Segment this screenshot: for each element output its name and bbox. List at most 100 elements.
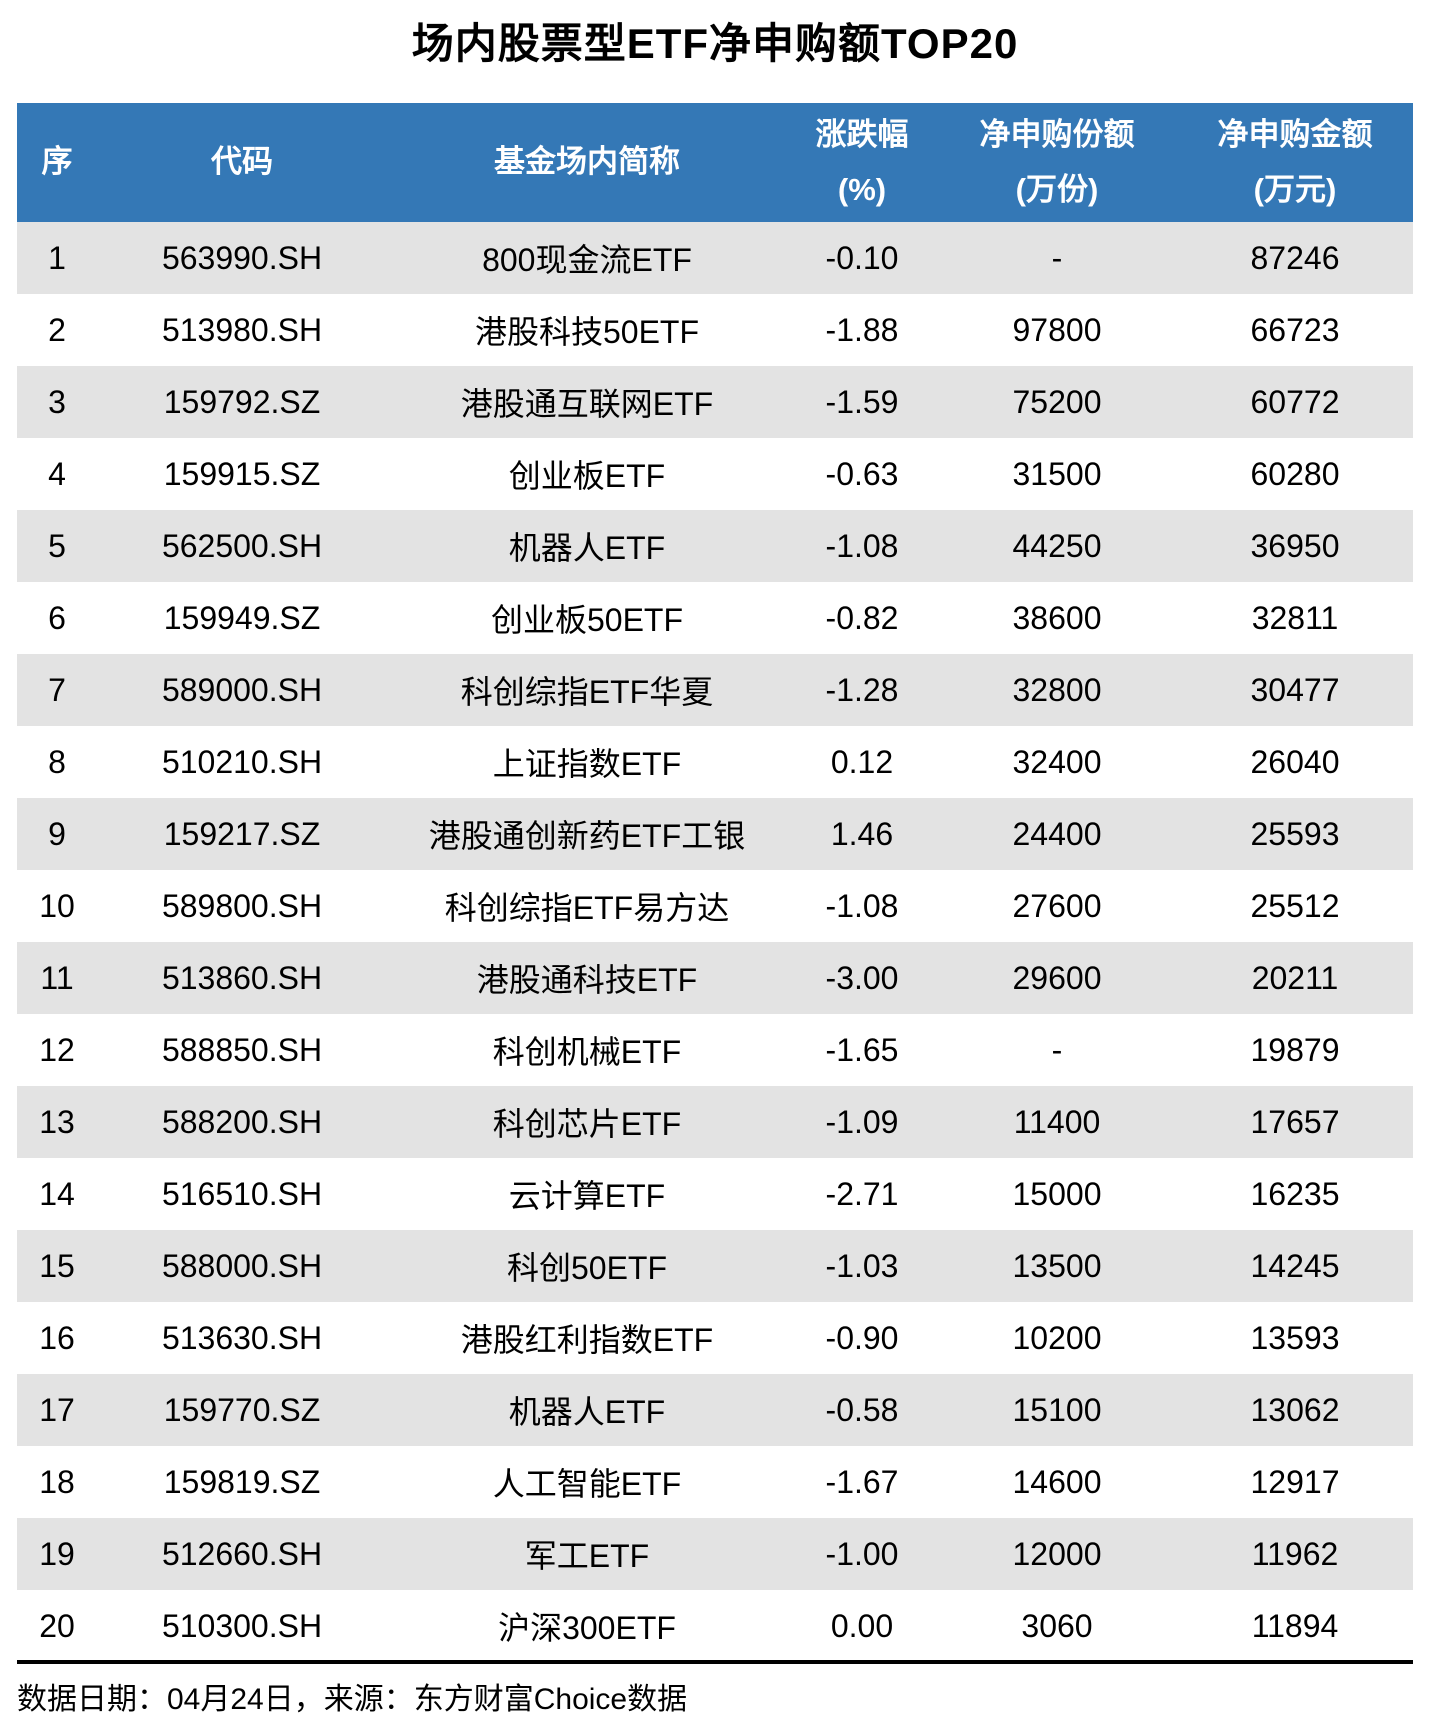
change-cell: 1.46 xyxy=(830,815,894,852)
code-cell: 159770.SZ xyxy=(163,1391,321,1428)
table-row: 9 159217.SZ 港股通创新药ETF工银 1.46 24400 25593 xyxy=(17,798,1413,870)
column-header: 序 xyxy=(17,103,97,222)
amount-cell: 25593 xyxy=(1250,815,1340,852)
shares-cell: 27600 xyxy=(1012,887,1102,924)
column-header-unit: (万份) xyxy=(1015,171,1099,207)
rank-cell: 17 xyxy=(39,1391,75,1428)
amount-cell: 60280 xyxy=(1250,455,1340,492)
data-source-note: 数据日期：04月24日，来源：东方财富Choice数据 xyxy=(17,1683,688,1716)
column-header: 净申购金额 (万元) xyxy=(1177,103,1413,222)
amount-cell: 11894 xyxy=(1251,1607,1339,1644)
shares-cell: 38600 xyxy=(1012,599,1102,636)
shares-cell: 12000 xyxy=(1012,1535,1102,1572)
table-row: 15 588000.SH 科创50ETF -1.03 13500 14245 xyxy=(17,1230,1413,1302)
etf-net-subscription-table: 序代码 基金场内简称 涨跌幅 (%) 净申购份额 (万份) 净申购金额 (万元) 1 56399… xyxy=(17,103,1413,1662)
change-cell: -1.88 xyxy=(825,311,899,348)
name-cell: 科创芯片ETF xyxy=(492,1106,682,1142)
name-cell: 港股通创新药ETF工银 xyxy=(428,818,746,854)
column-header: 涨跌幅 (%) xyxy=(787,103,937,222)
column-header: 代码 xyxy=(97,103,387,222)
shares-cell: 11400 xyxy=(1013,1103,1101,1140)
rank-cell: 7 xyxy=(48,671,66,708)
change-cell: -1.59 xyxy=(825,383,899,420)
rank-cell: 14 xyxy=(39,1175,75,1212)
amount-cell: 14245 xyxy=(1250,1247,1340,1284)
shares-cell: - xyxy=(1051,239,1063,276)
amount-cell: 17657 xyxy=(1250,1103,1340,1140)
table-body: 1 563990.SH 800现金流ETF -0.10 - 87246 2 513980.SH… xyxy=(17,222,1413,1662)
change-cell: -1.08 xyxy=(825,527,899,564)
table-header: 序 代码 基金场内简称 涨跌幅 (%) 净申购份额 (万份) 净申购金额 (万元) xyxy=(17,103,1413,222)
rank-cell: 10 xyxy=(39,887,75,924)
amount-cell: 16235 xyxy=(1250,1175,1340,1212)
page-title: 场内股票型ETF净申购额TOP20 xyxy=(411,20,1019,67)
rank-cell: 18 xyxy=(39,1463,75,1500)
shares-cell: 75200 xyxy=(1012,383,1102,420)
code-cell: 588200.SH xyxy=(161,1103,323,1140)
name-cell: 云计算ETF xyxy=(508,1178,666,1214)
header-row: 序 代码 基金场内简称 涨跌幅 (%) 净申购份额 (万份) 净申购金额 (万元) xyxy=(17,103,1413,222)
code-cell: 589800.SH xyxy=(161,887,323,924)
table-row: 1 563990.SH 800现金流ETF -0.10 - 87246 xyxy=(17,222,1413,294)
rank-cell: 9 xyxy=(48,815,66,852)
name-cell: 港股通科技ETF xyxy=(476,962,698,998)
amount-cell: 60772 xyxy=(1250,383,1340,420)
column-header: 净申购份额 (万份) xyxy=(937,103,1177,222)
shares-cell: 24400 xyxy=(1012,815,1102,852)
column-header-label: 涨跌幅 xyxy=(815,117,909,153)
code-cell: 513980.SH xyxy=(161,311,323,348)
name-cell: 创业板50ETF xyxy=(490,602,684,638)
shares-cell: 14600 xyxy=(1012,1463,1102,1500)
code-cell: 159217.SZ xyxy=(163,815,321,852)
rank-cell: 12 xyxy=(39,1031,75,1068)
amount-cell: 25512 xyxy=(1250,887,1340,924)
name-cell: 800现金流ETF xyxy=(482,242,692,278)
amount-cell: 66723 xyxy=(1250,311,1340,348)
change-cell: -1.28 xyxy=(825,671,899,708)
column-header-label: 净申购金额 xyxy=(1217,117,1373,153)
code-cell: 516510.SH xyxy=(161,1175,323,1212)
amount-cell: 87246 xyxy=(1250,239,1340,276)
rank-cell: 16 xyxy=(39,1319,75,1356)
table-row: 6 159949.SZ 创业板50ETF -0.82 38600 32811 xyxy=(17,582,1413,654)
shares-cell: 15100 xyxy=(1012,1391,1102,1428)
rank-cell: 8 xyxy=(48,743,66,780)
name-cell: 机器人ETF xyxy=(508,530,666,566)
code-cell: 510300.SH xyxy=(161,1607,323,1644)
shares-cell: 44250 xyxy=(1012,527,1102,564)
amount-cell: 12917 xyxy=(1250,1463,1340,1500)
shares-cell: 10200 xyxy=(1012,1319,1102,1356)
name-cell: 科创综指ETF华夏 xyxy=(460,674,714,710)
table-row: 5 562500.SH 机器人ETF -1.08 44250 36950 xyxy=(17,510,1413,582)
name-cell: 港股通互联网ETF xyxy=(460,386,714,422)
amount-cell: 19879 xyxy=(1250,1031,1340,1068)
table-row: 3 159792.SZ 港股通互联网ETF -1.59 75200 60772 xyxy=(17,366,1413,438)
change-cell: -0.63 xyxy=(825,455,899,492)
change-cell: -3.00 xyxy=(825,959,899,996)
rank-cell: 1 xyxy=(48,239,66,276)
table-row: 18 159819.SZ 人工智能ETF -1.67 14600 12917 xyxy=(17,1446,1413,1518)
code-cell: 159949.SZ xyxy=(163,599,321,636)
name-cell: 港股红利指数ETF xyxy=(460,1322,714,1358)
rank-cell: 15 xyxy=(39,1247,75,1284)
code-cell: 159819.SZ xyxy=(163,1463,321,1500)
change-cell: -0.10 xyxy=(825,239,899,276)
amount-cell: 32811 xyxy=(1251,599,1339,636)
column-header-unit: (%) xyxy=(837,171,887,207)
column-header-label: 代码 xyxy=(211,144,273,180)
shares-cell: 29600 xyxy=(1012,959,1102,996)
change-cell: 0.12 xyxy=(830,743,894,780)
column-header-label: 基金场内简称 xyxy=(494,144,680,180)
change-cell: 0.00 xyxy=(830,1607,894,1644)
name-cell: 创业板ETF xyxy=(508,458,666,494)
footer-divider-line xyxy=(17,1660,1413,1664)
rank-cell: 6 xyxy=(48,599,66,636)
code-cell: 513630.SH xyxy=(161,1319,323,1356)
amount-cell: 36950 xyxy=(1250,527,1340,564)
change-cell: -1.03 xyxy=(825,1247,899,1284)
rank-cell: 13 xyxy=(39,1103,75,1140)
amount-cell: 20211 xyxy=(1251,959,1339,996)
column-header-label: 净申购份额 xyxy=(979,117,1135,153)
shares-cell: 3060 xyxy=(1021,1607,1093,1644)
